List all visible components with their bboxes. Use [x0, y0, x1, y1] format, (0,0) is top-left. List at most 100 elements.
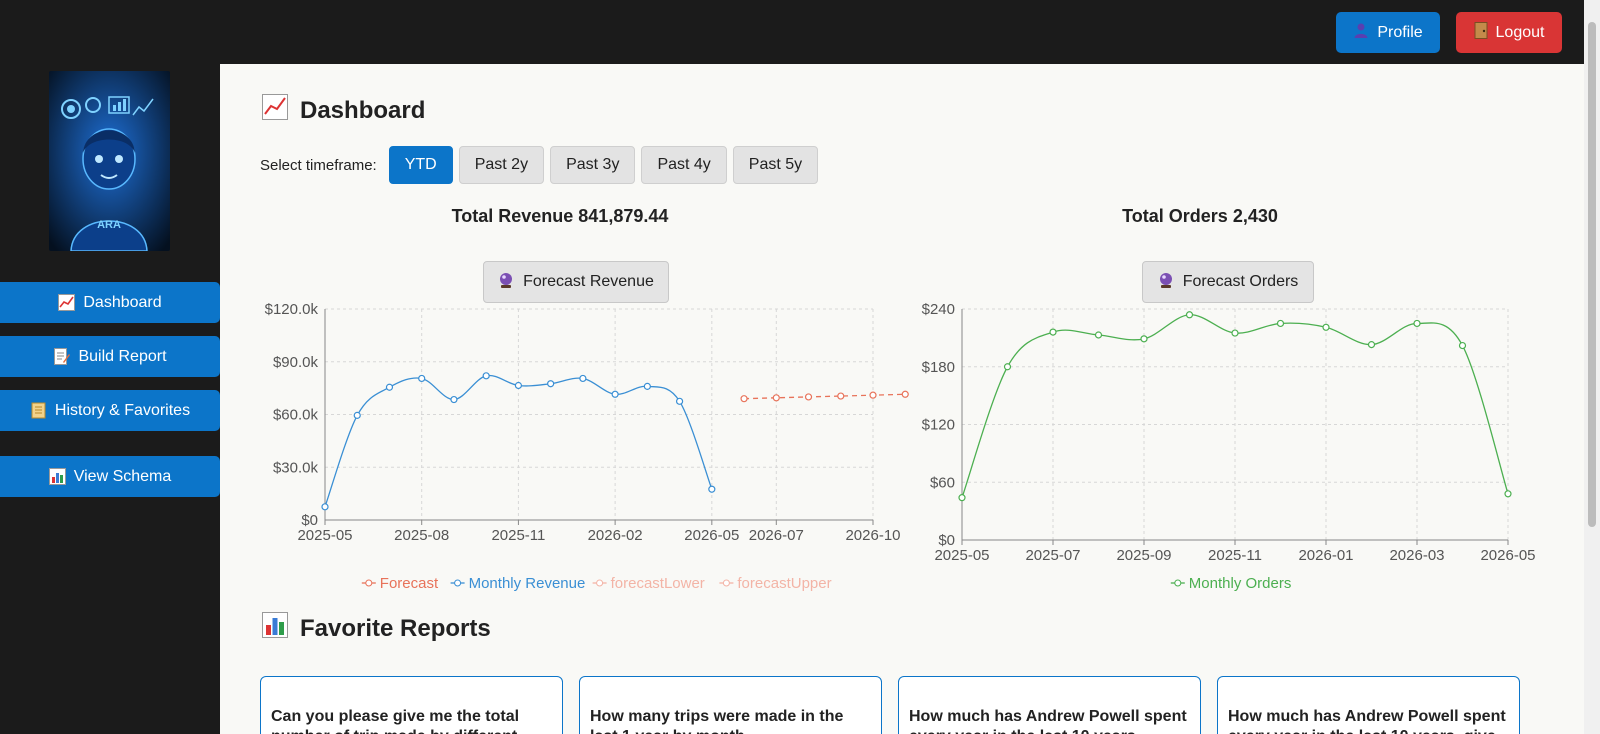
chart-up-icon: [262, 94, 288, 127]
forecast-point: [869, 391, 877, 399]
charts-canvas: $0 $30.0k $60.0k $90.0k $120.0k 2025-05 2025-0…: [265, 301, 1536, 592]
y-tick-label: $60.0k: [273, 407, 319, 424]
forecast-revenue-label: Forecast Revenue: [523, 273, 654, 290]
monthly-orders-point: [1185, 311, 1194, 319]
x-tick-label: 2026-07: [749, 527, 804, 544]
y-tick-label: $0: [301, 512, 318, 529]
page-title-text: Dashboard: [300, 96, 426, 124]
monthly-orders-point: [1276, 319, 1285, 328]
x-tick-label: 2026-02: [588, 527, 643, 544]
page-title: Dashboard: [262, 94, 425, 127]
monthly-revenue-point: [547, 380, 555, 388]
x-tick-label: 2025-05: [934, 547, 989, 564]
sidebar-item-build-report[interactable]: Build Report: [0, 336, 220, 377]
monthly-revenue-point: [579, 374, 587, 383]
timeframe-past-5y-button[interactable]: Past 5y: [732, 146, 819, 184]
timeframe-ytd-button[interactable]: YTD: [388, 146, 453, 184]
y-tick-label: $0: [938, 532, 955, 549]
timeframe-selector: Select timeframe: YTD Past 2y Past 3y Pa…: [260, 145, 819, 185]
x-tick-label: 2026-01: [1298, 547, 1353, 564]
favorite-report-card[interactable]: Can you please give me the total number …: [260, 676, 563, 734]
forecast-point: [804, 393, 813, 401]
favorite-report-card[interactable]: How much has Andrew Powell spent every y…: [1217, 676, 1520, 734]
legend-marker: [1174, 579, 1182, 587]
x-tick-label: 2026-03: [1389, 547, 1444, 564]
timeframe-past-2y-button[interactable]: Past 2y: [458, 146, 545, 184]
monthly-orders-point: [1413, 319, 1421, 328]
monthly-revenue-point: [418, 374, 426, 383]
logo-text: ARA: [97, 219, 121, 231]
x-tick-label: 2025-07: [1025, 547, 1080, 564]
door-icon: [1474, 21, 1488, 44]
app-logo: ARA: [49, 71, 170, 251]
sidebar-item-label: Dashboard: [83, 293, 162, 311]
monthly-orders-point: [1140, 335, 1148, 343]
forecast-point: [837, 392, 845, 400]
forecast-line: [744, 393, 906, 400]
monthly-revenue-point: [482, 372, 490, 380]
favorite-reports-title: Favorite Reports: [262, 612, 491, 645]
monthly-revenue-point: [708, 485, 716, 493]
sidebar-item-label: Build Report: [78, 347, 167, 365]
legend-label: forecastUpper: [737, 575, 831, 592]
monthly-orders-point: [1367, 341, 1376, 349]
x-tick-label: 2025-05: [297, 527, 352, 544]
forecast-point: [772, 394, 780, 402]
y-tick-label: $120.0k: [265, 301, 319, 318]
timeframe-past-3y-button[interactable]: Past 3y: [550, 146, 636, 184]
legend-marker: [722, 579, 730, 587]
legend-label: Forecast: [380, 575, 439, 592]
monthly-orders-point: [1504, 490, 1512, 498]
monthly-revenue-point: [385, 383, 394, 391]
y-tick-label: $180: [922, 359, 955, 376]
forecast-revenue-button[interactable]: Forecast Revenue: [483, 261, 669, 303]
logout-label: Logout: [1495, 23, 1545, 41]
forecast-orders-label: Forecast Orders: [1182, 273, 1299, 290]
favorite-report-card[interactable]: How many trips were made in the last 1 y…: [579, 676, 882, 734]
sidebar-item-view-schema[interactable]: View Schema: [0, 456, 220, 497]
legend-marker: [365, 579, 373, 587]
favorite-report-card[interactable]: How much has Andrew Powell spent every y…: [898, 676, 1201, 734]
monthly-orders-point: [1458, 341, 1467, 350]
orders-chart-title: Total Orders 2,430: [1122, 206, 1278, 226]
revenue-chart-title: Total Revenue 841,879.44: [451, 206, 669, 226]
sidebar-item-label: History & Favorites: [54, 401, 191, 419]
forecast-point: [740, 395, 748, 403]
favorite-reports-title-text: Favorite Reports: [300, 614, 491, 642]
x-tick-label: 2026-05: [1480, 547, 1535, 564]
forecast-orders-button[interactable]: Forecast Orders: [1142, 261, 1314, 303]
logout-button[interactable]: Logout: [1456, 12, 1562, 53]
monthly-revenue-point: [353, 411, 361, 419]
monthly-revenue-point: [514, 381, 523, 390]
sidebar-item-dashboard[interactable]: Dashboard: [0, 282, 220, 323]
y-tick-label: $90.0k: [273, 354, 319, 371]
monthly-orders-point: [1231, 329, 1239, 337]
x-tick-label: 2025-08: [394, 527, 449, 544]
legend-marker: [454, 579, 462, 587]
bar-chart-icon: [262, 612, 288, 645]
monthly-revenue-point: [675, 397, 684, 405]
scrollbar-thumb[interactable]: [1588, 22, 1596, 527]
legend-marker: [596, 579, 604, 587]
y-tick-label: $30.0k: [273, 459, 319, 476]
monthly-orders-point: [958, 494, 966, 502]
user-icon: [1353, 22, 1369, 43]
scroll-icon: [30, 402, 47, 419]
profile-button[interactable]: Profile: [1336, 12, 1440, 53]
timeframe-label: Select timeframe:: [260, 156, 377, 174]
top-bar: Profile Logout: [0, 0, 1600, 62]
x-tick-label: 2025-11: [491, 527, 545, 544]
sidebar-item-history[interactable]: History & Favorites: [0, 390, 220, 431]
crystal-ball-icon: [1158, 272, 1174, 293]
monthly-revenue-point: [450, 395, 458, 404]
main-panel: Dashboard Select timeframe: YTD Past 2y …: [220, 64, 1584, 734]
y-tick-label: $240: [922, 301, 955, 318]
forecast-point: [901, 390, 909, 398]
timeframe-past-4y-button[interactable]: Past 4y: [641, 146, 727, 184]
monthly-revenue-point: [643, 382, 651, 390]
bar-chart-icon: [48, 468, 66, 485]
x-tick-label: 2025-11: [1208, 547, 1262, 564]
sidebar-item-label: View Schema: [73, 467, 172, 485]
monthly-orders-point: [1094, 331, 1103, 339]
x-tick-label: 2026-05: [684, 527, 739, 544]
